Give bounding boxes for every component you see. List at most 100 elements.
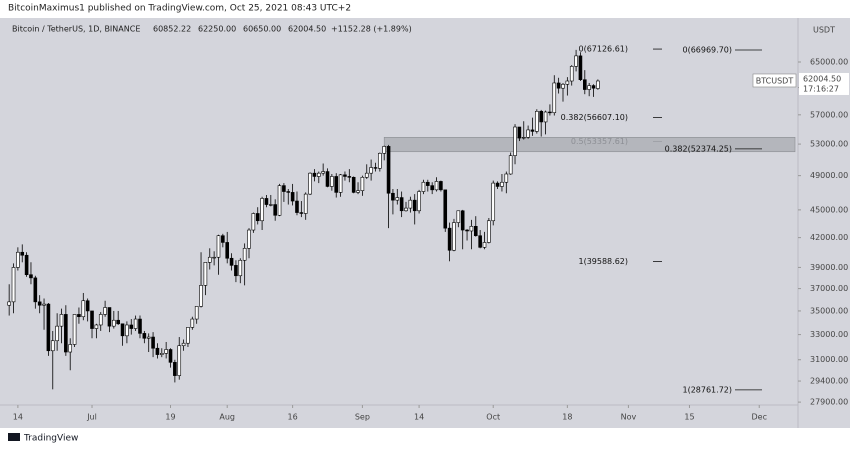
candle-body bbox=[251, 213, 256, 231]
candle-body bbox=[386, 146, 391, 194]
y-tick-label: 65000.00 bbox=[810, 58, 848, 67]
x-tick-label: 18 bbox=[562, 413, 572, 422]
candle-body bbox=[64, 314, 68, 353]
candle-body bbox=[260, 198, 264, 222]
x-tick-label: Dec bbox=[751, 413, 766, 422]
price-tag-label: 62004.50 bbox=[803, 74, 841, 83]
candle-body bbox=[151, 336, 155, 349]
candle-body bbox=[33, 277, 38, 303]
candle-body bbox=[325, 171, 330, 187]
candle-body bbox=[125, 324, 129, 337]
candle-body bbox=[517, 126, 522, 139]
candle-body bbox=[221, 235, 225, 243]
candle-body bbox=[212, 256, 216, 259]
candle-body bbox=[186, 327, 190, 344]
x-tick-label: Jul bbox=[86, 413, 97, 422]
candle-body bbox=[216, 235, 221, 258]
close-label: 62004.50 bbox=[288, 25, 326, 34]
candle-body bbox=[583, 79, 587, 90]
candle-body bbox=[77, 314, 81, 318]
candle-body bbox=[94, 324, 99, 329]
x-tick-label: Sep bbox=[355, 413, 370, 422]
symbol-title: Bitcoin / TetherUS, 1D, BINANCE bbox=[12, 25, 140, 34]
candle-body bbox=[356, 190, 360, 193]
candle-body bbox=[343, 174, 347, 177]
candle-body bbox=[408, 199, 413, 209]
candle-body bbox=[530, 129, 535, 132]
x-tick-label: 15 bbox=[684, 413, 694, 422]
candle-body bbox=[491, 182, 496, 222]
fib-label: 0.5(53357.61) bbox=[571, 137, 628, 146]
candle-body bbox=[177, 345, 182, 376]
candle-body bbox=[421, 181, 426, 192]
candle-body bbox=[364, 172, 369, 178]
y-tick-label: 45000.00 bbox=[810, 205, 848, 214]
candle-body bbox=[229, 257, 234, 266]
candle-body bbox=[443, 189, 448, 229]
candle-body bbox=[521, 137, 526, 139]
candle-body bbox=[68, 344, 73, 353]
x-tick-label: 14 bbox=[13, 413, 23, 422]
candle-body bbox=[133, 318, 138, 329]
candle-body bbox=[273, 204, 277, 216]
candle-body bbox=[417, 191, 421, 212]
candle-body bbox=[460, 210, 465, 231]
candle-body bbox=[404, 207, 408, 212]
candle-body bbox=[37, 301, 42, 306]
zone bbox=[383, 137, 796, 153]
candle-body bbox=[456, 210, 461, 223]
candle-body bbox=[129, 324, 134, 329]
candle-body bbox=[155, 347, 160, 355]
candle-body bbox=[90, 310, 94, 329]
change-label: +1152.28 (+1.89%) bbox=[331, 25, 412, 34]
candle-body bbox=[378, 152, 382, 169]
candle-body bbox=[207, 256, 212, 263]
x-tick-label: 16 bbox=[288, 413, 298, 422]
candle-body bbox=[330, 176, 334, 187]
candle-body bbox=[569, 66, 574, 82]
candle-body bbox=[513, 126, 517, 156]
plot-background bbox=[0, 18, 798, 405]
candle-body bbox=[447, 227, 452, 251]
candle-body bbox=[465, 229, 469, 232]
symbol-label: BTCUSDT bbox=[756, 76, 794, 85]
y-tick-label: 31000.00 bbox=[810, 355, 848, 364]
candle-body bbox=[255, 213, 260, 222]
price-tag bbox=[799, 72, 849, 95]
candle-body bbox=[500, 181, 504, 187]
candle-body bbox=[426, 181, 430, 186]
candle-body bbox=[535, 111, 539, 132]
candle-body bbox=[168, 349, 173, 363]
y-tick-label: 57000.00 bbox=[810, 110, 848, 119]
candle-body bbox=[11, 267, 16, 303]
candle-body bbox=[72, 314, 77, 345]
time-axis-background bbox=[0, 405, 798, 428]
y-tick-label: 35000.00 bbox=[810, 306, 848, 315]
y-tick-label: 33000.00 bbox=[810, 330, 848, 339]
candle-body bbox=[548, 111, 552, 114]
candle-body bbox=[596, 80, 600, 89]
candle-body bbox=[439, 181, 443, 191]
open-label: 60852.22 bbox=[153, 25, 191, 34]
candle-body bbox=[561, 83, 565, 89]
x-tick-label: 14 bbox=[414, 413, 424, 422]
candle-body bbox=[242, 247, 247, 261]
candle-body bbox=[142, 333, 147, 339]
low-label: 60650.00 bbox=[243, 25, 281, 34]
candle-body bbox=[164, 349, 168, 354]
candle-body bbox=[334, 176, 339, 193]
candle-body bbox=[373, 167, 378, 169]
candle-body bbox=[225, 242, 230, 259]
candle-body bbox=[412, 199, 417, 212]
candle-body bbox=[238, 259, 243, 277]
candle-body bbox=[46, 303, 51, 352]
logo-mark bbox=[8, 433, 20, 441]
candle-body bbox=[469, 225, 474, 232]
y-tick-label: 42000.00 bbox=[810, 233, 848, 242]
candle-body bbox=[146, 336, 151, 339]
candle-body bbox=[59, 314, 64, 327]
candle-body bbox=[16, 251, 20, 268]
candle-body bbox=[299, 212, 304, 214]
candle-body bbox=[282, 185, 286, 192]
